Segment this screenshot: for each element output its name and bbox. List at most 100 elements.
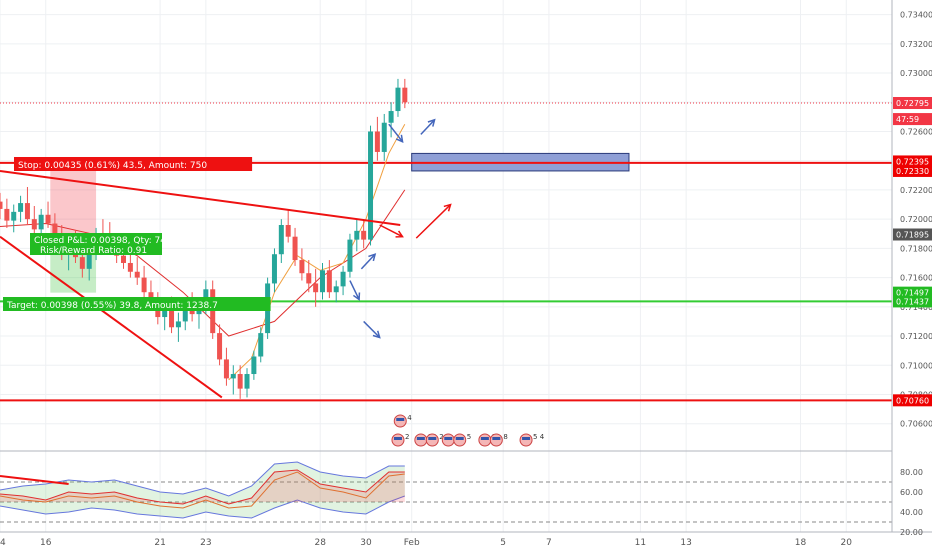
- price-label-bg: [893, 113, 932, 126]
- candle-body: [244, 374, 250, 389]
- price-label: 0.71895: [896, 230, 929, 239]
- time-tick-label: 20: [841, 538, 853, 548]
- arrow-head: [395, 134, 404, 143]
- time-tick-label: 13: [680, 538, 691, 548]
- projection-arrows[interactable]: [349, 118, 452, 339]
- price-label: 0.72395: [896, 157, 929, 166]
- time-tick-label: Feb: [404, 538, 420, 548]
- risk-reward-label: Risk/Reward Ratio: 0.91: [40, 246, 147, 256]
- price-axis-bg: [892, 0, 932, 550]
- time-tick-label: 7: [546, 538, 552, 548]
- indicator-line-a: [0, 471, 405, 509]
- price-label: 47:59: [896, 115, 919, 124]
- candle-body: [299, 260, 305, 274]
- candle-body: [175, 321, 181, 328]
- candle-body: [285, 225, 291, 237]
- economic-events[interactable]: 42192 345285 4: [391, 414, 545, 447]
- candle-body: [0, 201, 3, 209]
- time-tick-label: 23: [200, 538, 211, 548]
- event-count: 4: [407, 414, 412, 422]
- candle-body: [127, 262, 133, 272]
- price-label-bg: [893, 228, 932, 241]
- indicator-pane: [0, 450, 932, 523]
- arrow-shaft: [420, 119, 436, 135]
- arrow-shaft: [379, 224, 403, 238]
- grid: [0, 0, 892, 532]
- candle-body: [402, 87, 408, 103]
- stop-label: Stop: 0.00435 (0.61%) 43.5, Amount: 750: [18, 161, 207, 171]
- time-tick-label: 16: [40, 538, 52, 548]
- flag-canton-icon: [522, 437, 531, 440]
- candle-body: [45, 214, 51, 224]
- candle-body: [24, 203, 30, 220]
- flag-canton-icon: [444, 437, 453, 440]
- indicator-band-upper: [0, 461, 405, 497]
- price-tick-label: 0.73000: [900, 69, 932, 78]
- trendline: [0, 169, 401, 226]
- candle-body: [182, 306, 188, 322]
- candle-body: [210, 289, 216, 334]
- price-tick-label: 0.73400: [900, 11, 932, 20]
- time-tick-label: 30: [360, 538, 372, 548]
- candle-body: [258, 333, 264, 357]
- candle-body: [217, 333, 223, 360]
- time-tick-label: 14: [0, 538, 6, 548]
- candle-body: [368, 131, 374, 240]
- price-tick-label: 0.72600: [900, 127, 932, 136]
- flag-canton-icon: [416, 437, 425, 440]
- time-tick-label: 11: [635, 538, 646, 548]
- candle-body: [86, 251, 92, 269]
- candle-body: [38, 214, 44, 230]
- target-label: Target: 0.00398 (0.55%) 39.8, Amount: 12…: [6, 301, 218, 311]
- closed-pnl-bg: [30, 233, 162, 255]
- indicator-band-lower: [0, 495, 405, 519]
- price-tick-label: 0.71800: [900, 244, 932, 253]
- price-tick-label: 0.73200: [900, 40, 932, 49]
- candle-body: [134, 271, 140, 278]
- candle-body: [121, 255, 127, 263]
- indicator-tick-label: 60.00: [900, 488, 923, 497]
- target-label-bg: [3, 297, 271, 311]
- arrow-head: [443, 203, 452, 212]
- position-labels: Stop: 0.00435 (0.61%) 43.5, Amount: 750 T…: [3, 157, 271, 311]
- price-tick-label: 0.72000: [900, 215, 932, 224]
- candle-body: [271, 254, 277, 284]
- candle-body: [278, 225, 284, 255]
- candle-body: [340, 271, 346, 287]
- event-count: 5: [467, 433, 471, 441]
- price-label-bg: [893, 164, 932, 177]
- arrow-shaft: [349, 280, 360, 300]
- arrow-head: [368, 253, 377, 262]
- flag-canton-icon: [492, 437, 501, 440]
- candle-body: [223, 359, 229, 379]
- candle-body: [313, 283, 319, 293]
- arrow-shaft: [388, 123, 404, 143]
- candle-body: [4, 208, 10, 221]
- arrow-head: [395, 230, 404, 238]
- price-label: 0.70760: [896, 396, 929, 405]
- candle-body: [292, 236, 298, 261]
- price-tick-label: 0.71000: [900, 361, 932, 370]
- candle-body: [230, 374, 236, 379]
- candle-body: [333, 286, 339, 293]
- candle-body: [388, 111, 394, 123]
- event-count: 5 4: [533, 433, 545, 441]
- arrow-shaft: [360, 253, 376, 270]
- trendline: [0, 235, 223, 399]
- candle-body: [395, 87, 401, 112]
- candle-body: [79, 257, 85, 269]
- candle-body: [347, 239, 353, 272]
- candle-body: [354, 230, 360, 240]
- indicator-line-b: [0, 469, 405, 505]
- candle-body: [237, 374, 243, 389]
- trendlines[interactable]: [0, 169, 401, 399]
- price-label: 0.72795: [896, 99, 929, 108]
- candle-body: [306, 273, 312, 284]
- candle-body: [169, 306, 175, 328]
- arrow-shaft: [415, 204, 452, 239]
- arrow-head: [427, 118, 436, 127]
- candlestick-series: [0, 78, 408, 399]
- price-tick-label: 0.71600: [900, 274, 932, 283]
